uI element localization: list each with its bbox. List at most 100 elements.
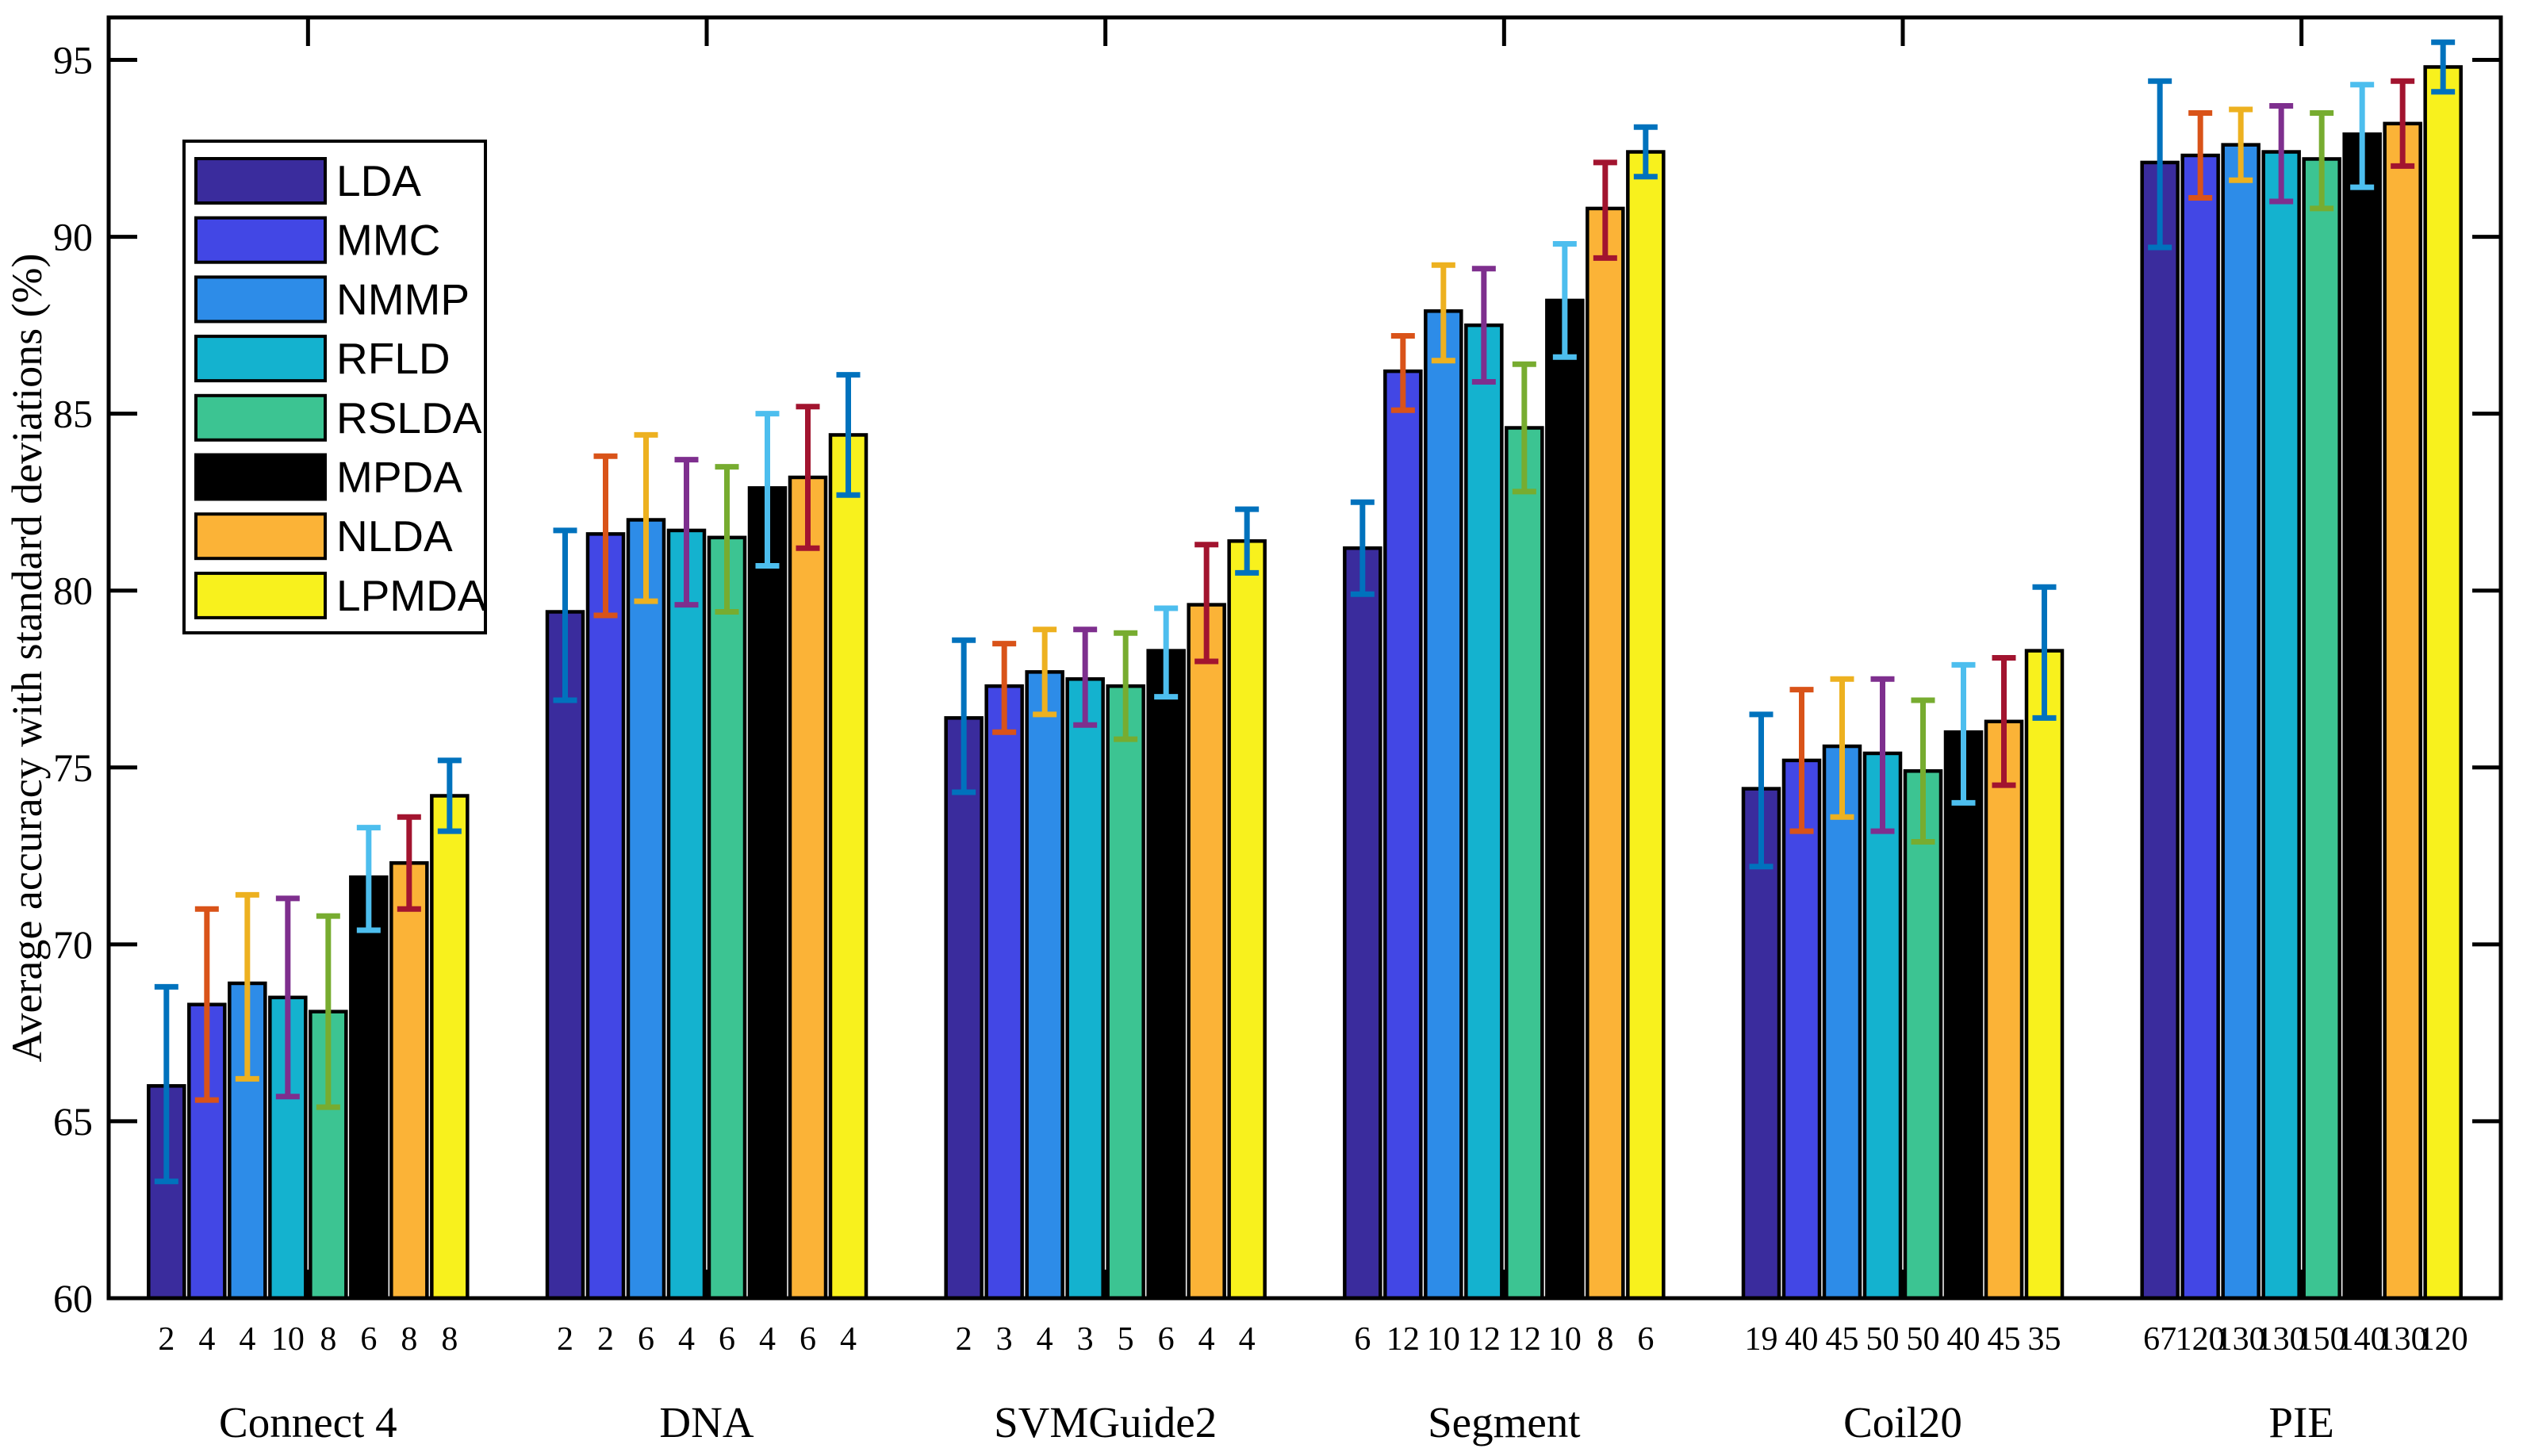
y-tick-label: 95 <box>53 38 93 82</box>
bar-mmc-svmguide2 <box>984 684 1024 1301</box>
legend-label-mpda: MPDA <box>336 453 462 502</box>
dim-label-rslda-dna: 6 <box>719 1321 735 1358</box>
bar-nlda-segment <box>1586 206 1625 1301</box>
bar-lpmda-svmguide2 <box>1227 539 1267 1301</box>
dim-label-lda-dna: 2 <box>557 1321 573 1358</box>
dim-label-rfld-segment: 12 <box>1467 1321 1501 1358</box>
bar-nlda-svmguide2 <box>1187 603 1226 1301</box>
bar-lpmda-connect-4 <box>430 794 470 1301</box>
bar-lpmda-pie <box>2423 65 2463 1301</box>
bar-nmmp-pie <box>2221 143 2260 1301</box>
dim-label-rslda-segment: 12 <box>1508 1321 1541 1358</box>
bar-rslda-pie <box>2302 157 2341 1301</box>
y-tick-label: 70 <box>53 922 93 967</box>
bar-rfld-svmguide2 <box>1065 677 1105 1301</box>
legend-label-nlda: NLDA <box>336 512 453 561</box>
bar-nmmp-dna <box>626 518 666 1301</box>
dim-label-lpmda-connect-4: 8 <box>441 1321 458 1358</box>
dim-label-mmc-segment: 12 <box>1386 1321 1420 1358</box>
dim-label-nmmp-coil20: 45 <box>1826 1321 1859 1358</box>
y-tick-label: 75 <box>53 745 93 790</box>
legend-label-lda: LDA <box>336 156 421 205</box>
dim-label-lpmda-coil20: 35 <box>2028 1321 2061 1358</box>
plot-frame <box>106 15 2503 1301</box>
bar-nlda-coil20 <box>1984 719 2024 1301</box>
bar-rfld-dna <box>666 528 707 1301</box>
legend-swatch-mpda <box>194 453 327 501</box>
dim-label-mpda-connect-4: 6 <box>360 1321 377 1358</box>
bar-mpda-connect-4 <box>349 875 389 1301</box>
bar-rslda-coil20 <box>1903 769 1943 1301</box>
bar-nmmp-svmguide2 <box>1025 670 1064 1301</box>
bar-rslda-segment <box>1505 426 1544 1301</box>
y-tick-label: 90 <box>53 215 93 259</box>
dim-label-mmc-dna: 2 <box>597 1321 614 1358</box>
category-label-svmguide2: SVMGuide2 <box>994 1398 1217 1446</box>
bar-lda-segment <box>1343 546 1382 1301</box>
dim-label-rfld-coil20: 50 <box>1866 1321 1900 1358</box>
legend-label-nmmp: NMMP <box>336 274 470 324</box>
bar-nmmp-segment <box>1424 309 1463 1301</box>
dim-label-lda-segment: 6 <box>1354 1321 1371 1358</box>
bar-lpmda-coil20 <box>2024 649 2065 1301</box>
y-tick-label: 65 <box>53 1099 93 1144</box>
dim-label-lda-coil20: 19 <box>1745 1321 1778 1358</box>
y-axis-label: Average accuracy with standard deviation… <box>3 253 51 1062</box>
category-label-connect-4: Connect 4 <box>219 1398 397 1446</box>
bar-nlda-dna <box>788 475 828 1301</box>
dim-label-rslda-connect-4: 8 <box>320 1321 336 1358</box>
dim-label-rslda-svmguide2: 5 <box>1118 1321 1134 1358</box>
bar-mmc-coil20 <box>1781 758 1822 1301</box>
legend-swatch-rfld <box>194 335 327 383</box>
bar-nmmp-coil20 <box>1822 744 1862 1301</box>
dim-label-lpmda-dna: 4 <box>840 1321 857 1358</box>
dim-label-lda-connect-4: 2 <box>158 1321 174 1358</box>
bar-mpda-dna <box>747 486 788 1301</box>
dim-label-mpda-pie: 140 <box>2337 1321 2387 1358</box>
dim-label-nlda-pie: 130 <box>2378 1321 2428 1358</box>
bar-mmc-dna <box>585 532 626 1301</box>
bar-nlda-pie <box>2383 121 2422 1301</box>
bar-mpda-segment <box>1545 298 1585 1301</box>
legend-swatch-lpmda <box>194 571 327 619</box>
bar-rfld-coil20 <box>1862 751 1903 1301</box>
dim-label-mpda-dna: 4 <box>759 1321 776 1358</box>
bar-lda-pie <box>2140 160 2180 1301</box>
dim-label-nmmp-connect-4: 4 <box>239 1321 255 1358</box>
y-tick-label: 85 <box>53 392 93 436</box>
bar-mmc-pie <box>2180 153 2220 1301</box>
legend-swatch-lda <box>194 157 327 205</box>
legend-label-rslda: RSLDA <box>336 393 482 443</box>
dim-label-nmmp-segment: 10 <box>1427 1321 1460 1358</box>
dim-label-nlda-svmguide2: 4 <box>1198 1321 1215 1358</box>
bar-lda-dna <box>545 610 585 1301</box>
bar-mpda-svmguide2 <box>1146 649 1186 1301</box>
bar-rslda-svmguide2 <box>1106 684 1145 1301</box>
category-label-coil20: Coil20 <box>1843 1398 1962 1446</box>
dim-label-lda-pie: 67 <box>2143 1321 2176 1358</box>
dim-label-nlda-coil20: 45 <box>1988 1321 2021 1358</box>
dim-label-lpmda-segment: 6 <box>1637 1321 1654 1358</box>
y-tick-label: 60 <box>53 1276 93 1320</box>
bar-rslda-dna <box>707 535 747 1301</box>
dim-label-nmmp-svmguide2: 4 <box>1037 1321 1053 1358</box>
dim-label-nlda-connect-4: 8 <box>401 1321 417 1358</box>
category-label-segment: Segment <box>1428 1398 1580 1446</box>
bar-lpmda-dna <box>828 433 869 1301</box>
dim-label-nmmp-dna: 6 <box>638 1321 654 1358</box>
dim-label-mmc-svmguide2: 3 <box>996 1321 1013 1358</box>
legend-label-mmc: MMC <box>336 216 440 265</box>
dim-label-mmc-connect-4: 4 <box>198 1321 215 1358</box>
dim-label-lpmda-pie: 120 <box>2418 1321 2468 1358</box>
dim-label-mmc-coil20: 40 <box>1785 1321 1819 1358</box>
dim-label-rslda-coil20: 50 <box>1907 1321 1940 1358</box>
legend-swatch-mmc <box>194 216 327 264</box>
dim-label-nlda-dna: 6 <box>800 1321 816 1358</box>
dim-label-mpda-svmguide2: 6 <box>1158 1321 1175 1358</box>
y-tick-label: 80 <box>53 569 93 613</box>
bar-mpda-coil20 <box>1943 730 1984 1301</box>
dim-label-lpmda-svmguide2: 4 <box>1239 1321 1256 1358</box>
legend-label-lpmda: LPMDA <box>336 571 487 620</box>
